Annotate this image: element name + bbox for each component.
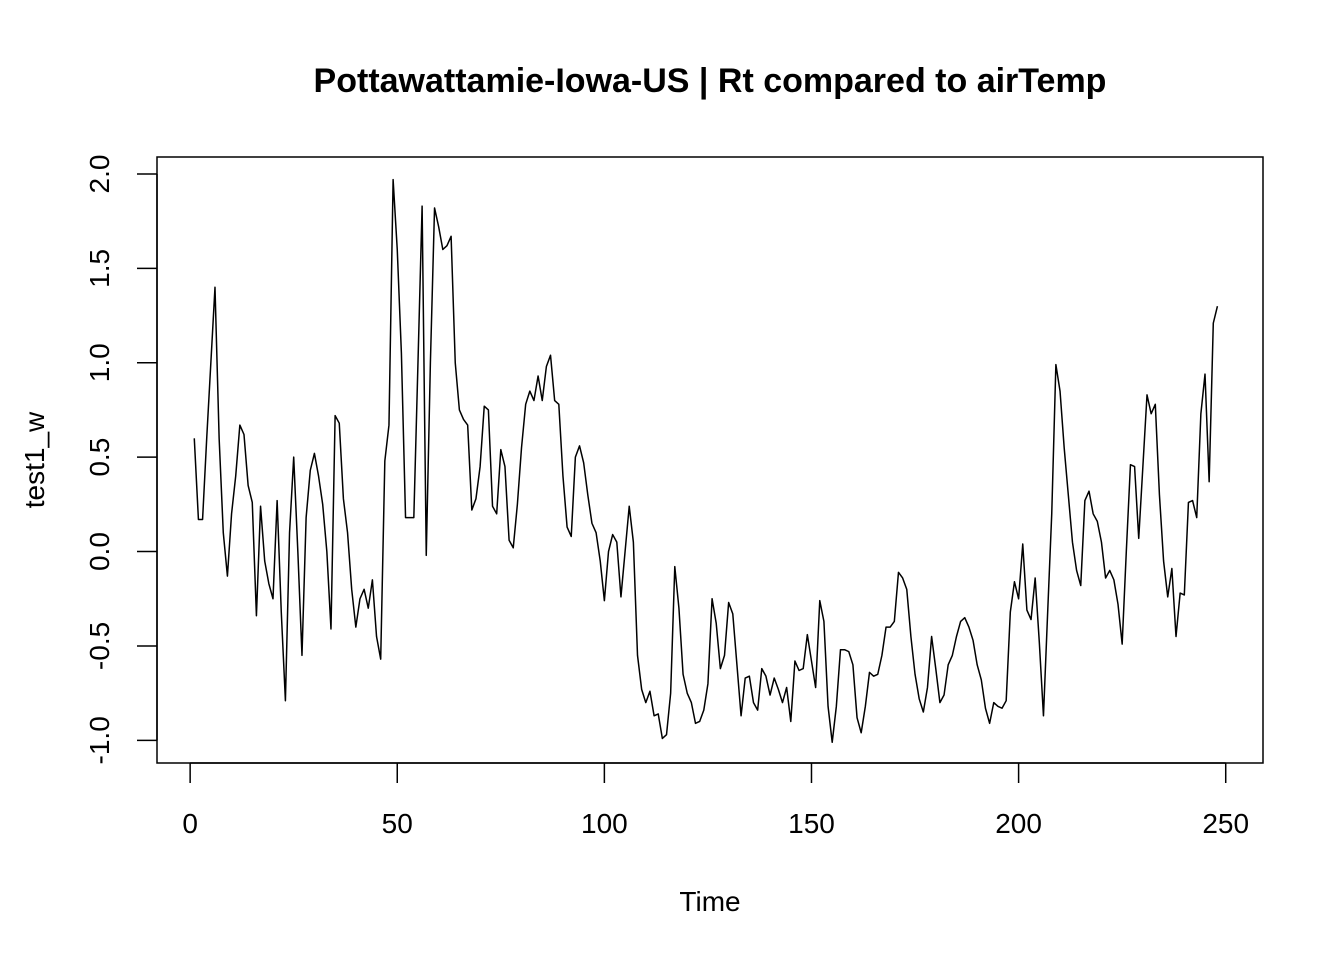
y-axis: -1.0 -0.5 0.0 0.5 1.0 1.5 2.0 xyxy=(84,155,158,764)
y-tick-label: 1.5 xyxy=(84,249,115,288)
x-tick-label: 100 xyxy=(581,808,628,839)
x-tick-label: 200 xyxy=(995,808,1042,839)
y-axis-label: test1_w xyxy=(19,411,50,508)
y-tick-label: 1.0 xyxy=(84,343,115,382)
y-tick-label: 2.0 xyxy=(84,155,115,194)
series-line xyxy=(193,178,1219,743)
chart-title: Pottawattamie-Iowa-US | Rt compared to a… xyxy=(314,62,1107,100)
y-tick-label: 0.5 xyxy=(84,438,115,477)
plot-frame xyxy=(156,156,1264,764)
y-tick-label: -1.0 xyxy=(84,716,115,764)
y-tick-label: 0.0 xyxy=(84,532,115,571)
x-tick-label: 150 xyxy=(788,808,835,839)
x-tick-label: 250 xyxy=(1202,808,1249,839)
x-tick-label: 0 xyxy=(182,808,198,839)
x-axis-label: Time xyxy=(679,886,740,917)
x-axis: 0 50 100 150 200 250 xyxy=(182,762,1249,839)
x-tick-label: 50 xyxy=(382,808,413,839)
y-tick-label: -0.5 xyxy=(84,622,115,670)
